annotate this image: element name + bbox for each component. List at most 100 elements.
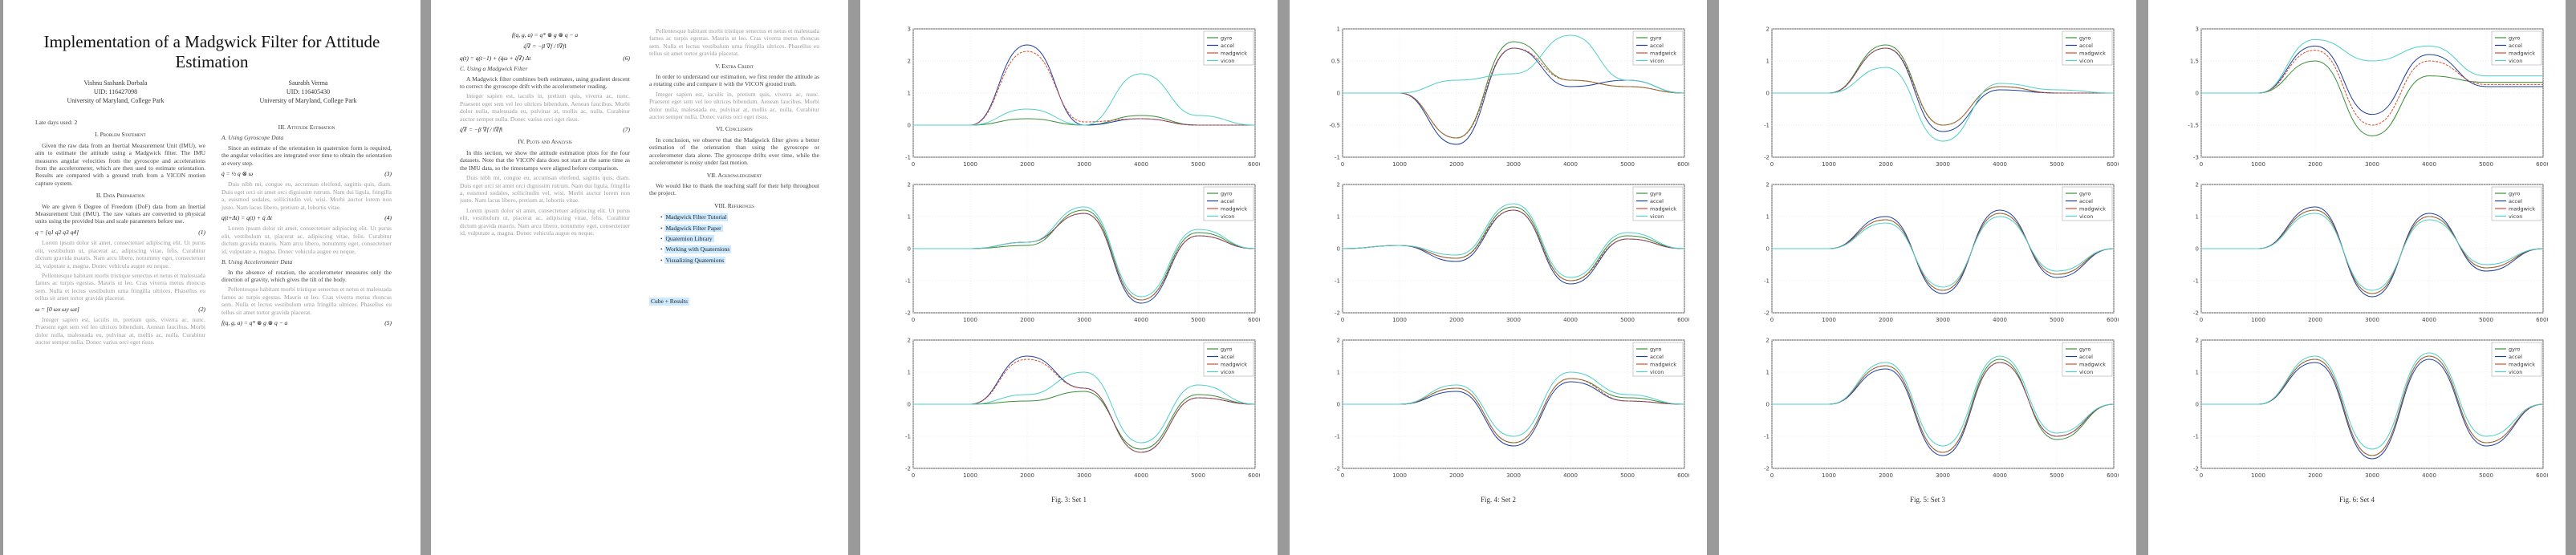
x-tick-label: 1000: [963, 317, 977, 323]
equation: q(t) = q(t−1) + (q̇ω + q̇∇) Δt (6): [460, 54, 630, 62]
legend-label: accel: [1221, 198, 1234, 205]
x-tick-label: 6000: [1248, 472, 1260, 479]
subsection-heading: A. Using Gyroscope Data: [221, 134, 284, 142]
legend-label: accel: [2079, 198, 2093, 205]
x-tick-label: 1000: [2251, 472, 2265, 479]
subplot-3: 0 1000 2000 3000 4000 5000 6000 -2 -1 0 1 2 gyroacce…: [2179, 335, 2548, 480]
x-tick-label: 4000: [1134, 472, 1148, 479]
results-link[interactable]: Cube + Results: [649, 298, 689, 306]
section-heading: VII. Acknowledgement: [706, 171, 762, 179]
legend-box: [2062, 342, 2113, 377]
reference-link[interactable]: • Madgwick Filter Paper: [660, 224, 723, 232]
legend-label: madgwick: [1221, 362, 1247, 368]
series-line-madgwick: [1772, 47, 2114, 126]
x-tick-label: 2000: [1449, 472, 1464, 479]
y-tick-label: -1: [1764, 123, 1769, 129]
x-tick-label: 5000: [1620, 317, 1635, 323]
equation: q̇∇ = −β ∇f / ‖∇f‖ (7): [460, 126, 630, 134]
y-tick-label: 0: [1337, 402, 1340, 408]
x-tick-label: 4000: [1993, 472, 2007, 479]
equation: f(q, g, a) = q* ⊗ g ⊗ q − a: [511, 31, 579, 38]
x-tick-label: 6000: [2107, 472, 2119, 479]
x-tick-label: 0: [1341, 317, 1344, 323]
y-tick-label: -2: [1335, 466, 1340, 472]
legend-label: madgwick: [1650, 206, 1676, 213]
x-tick-label: 1000: [963, 472, 977, 479]
paragraph: Integer sapien est, iaculis in, pretium …: [649, 90, 819, 121]
x-tick-label: 2000: [1879, 317, 1893, 323]
figure-caption: Fig. 3: Set 1: [1050, 496, 1087, 504]
x-tick-label: 2000: [1020, 317, 1034, 323]
paragraph: We would like to thank the teaching staf…: [649, 181, 819, 197]
x-tick-label: 1000: [963, 161, 977, 168]
paragraph: Pellentesque habitant morbi tristique se…: [221, 286, 392, 316]
x-tick-label: 1000: [1822, 317, 1836, 323]
reference-link[interactable]: • Working with Quaternions: [660, 245, 732, 253]
x-tick-label: 3000: [2365, 472, 2379, 479]
series-line-vicon: [2201, 352, 2544, 450]
x-tick-label: 4000: [2422, 472, 2436, 479]
legend-label: vicon: [2079, 213, 2093, 220]
x-tick-label: 3000: [1506, 161, 1521, 168]
y-tick-label: -1: [905, 434, 911, 440]
section-heading: III. Attitude Estimation: [278, 124, 335, 131]
y-tick-label: 3: [2196, 26, 2199, 33]
series-line-accel: [913, 44, 1255, 126]
line-chart: 0 1000 2000 3000 4000 5000 6000 -2 -1 0 1 2 gyroacce…: [2193, 182, 2548, 324]
series-line-madgwick: [2201, 50, 2543, 126]
series-line-vicon: [1343, 34, 1685, 94]
reference-link[interactable]: • Madgwick Filter Tutorial: [660, 213, 729, 221]
legend-box: [1632, 342, 1684, 377]
subplot-1: 0100020003000400050006000-10123gyroaccel…: [891, 24, 1260, 168]
x-tick-label: 0: [1770, 472, 1774, 479]
y-tick-label: 2: [1766, 26, 1769, 33]
x-tick-label: 6000: [2536, 472, 2548, 479]
paragraph: In the absence of rotation, the accelero…: [221, 268, 392, 283]
x-tick-label: 4000: [2422, 317, 2436, 323]
y-tick-label: 2: [2196, 338, 2199, 344]
x-tick-label: 5000: [2050, 161, 2064, 168]
y-tick-label: 1: [908, 91, 911, 97]
x-tick-label: 1000: [2251, 161, 2265, 168]
x-tick-label: 5000: [1191, 161, 1205, 168]
series-line-vicon: [2201, 213, 2544, 291]
series-line-madgwick: [1343, 378, 1685, 444]
paragraph: A Madgwick filter combines both estimate…: [460, 75, 630, 91]
legend-box: [1203, 342, 1254, 377]
series-line-vicon: [1772, 67, 2115, 142]
paragraph: Integer sapien est, iaculis in, pretium …: [35, 315, 205, 346]
y-tick-label: -1: [1764, 278, 1769, 285]
section-heading: IV. Plots and Analysis: [518, 138, 572, 146]
y-tick-label: -2: [1335, 310, 1340, 317]
subplot-1: 0 1000 2000 3000 4000 5000 6000 -2 -1 0 1 2 gyroacce…: [1749, 24, 2119, 168]
paragraph: Given the raw data from an Inertial Meas…: [35, 141, 205, 187]
legend-label: vicon: [1650, 58, 1664, 64]
line-chart: 0 1000 2000 3000 4000 5000 6000 -2 -1 0 1 2 gyroacce…: [1764, 26, 2119, 168]
subplot-2: 0 1000 2000 3000 4000 5000 6000 -2 -1 0 1 2 gyroacce…: [2179, 180, 2548, 324]
legend-box: [2062, 30, 2113, 66]
x-tick-label: 4000: [1993, 317, 2007, 323]
reference-link[interactable]: • Visualizing Quaternions: [660, 256, 726, 265]
legend-label: accel: [2509, 43, 2522, 49]
legend-label: gyro: [2509, 191, 2521, 197]
legend-label: gyro: [2079, 35, 2091, 42]
subplot-2: 0 1000 2000 3000 4000 5000 6000 -2 -1 0 1 2 gyroacce…: [1749, 180, 2119, 324]
x-tick-label: 3000: [1077, 472, 1091, 479]
y-tick-label: 0: [2196, 246, 2199, 253]
series-line-vicon: [913, 206, 1256, 298]
legend-label: accel: [2509, 198, 2522, 205]
x-tick-label: 0: [1770, 161, 1774, 168]
y-tick-label: -1: [2193, 434, 2199, 440]
x-tick-label: 4000: [1134, 317, 1148, 323]
y-tick-label: -1: [1335, 155, 1340, 161]
y-tick-label: 1: [1766, 59, 1769, 65]
reference-link[interactable]: • Quaternion Library: [660, 234, 714, 243]
x-tick-label: 2000: [2308, 317, 2322, 323]
legend-label: gyro: [1650, 35, 1662, 42]
legend-label: gyro: [2079, 191, 2091, 197]
subplot-1: 0 1000 2000 3000 4000 5000 6000 -3 -1.5 0 1.5 3 gyro…: [2179, 24, 2548, 168]
x-tick-label: 0: [2200, 472, 2203, 479]
y-tick-label: 1: [1766, 370, 1769, 376]
line-chart: 0 1000 2000 3000 4000 5000 6000 -2 -1 0 1 2 gyroacce…: [1764, 182, 2119, 324]
figure-page-set-3: 0100020003000400050006000-2-1012gyroacce…: [1719, 0, 2136, 555]
